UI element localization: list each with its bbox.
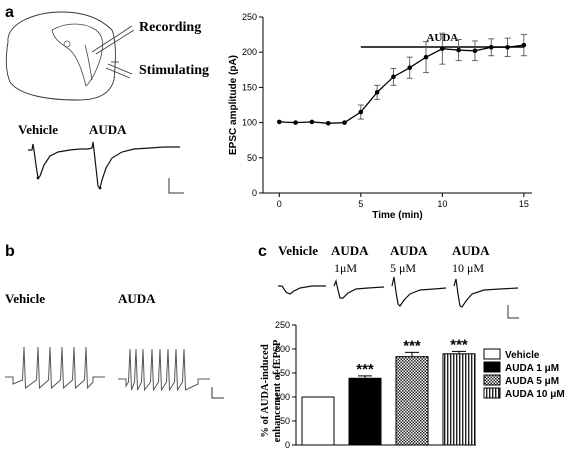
x-tick-label: 15 (519, 199, 529, 209)
bar-y-tick-label: 150 (275, 368, 290, 378)
data-point (521, 42, 527, 48)
bar (395, 356, 429, 446)
data-point (440, 46, 445, 51)
panel-letter-a: a (5, 4, 14, 21)
data-point (374, 90, 380, 95)
legend-swatch (483, 348, 501, 360)
significance-marker: *** (403, 337, 421, 354)
bar-y-axis-label-line2: enhancement of fEPSP (272, 339, 283, 442)
bar (301, 396, 335, 446)
scale-bar-b (211, 387, 224, 399)
spike-train-auda (118, 348, 210, 392)
bar-y-tick-label: 50 (280, 416, 290, 426)
fepsp-trace-a (28, 141, 180, 190)
data-point (358, 109, 364, 115)
y-tick-label: 100 (242, 118, 257, 128)
trace-label-auda10-c: AUDA (452, 243, 490, 258)
bar-y-tick-label: 200 (275, 344, 290, 354)
data-point (309, 119, 315, 125)
panel-letter-b: b (5, 243, 15, 260)
legend-label: AUDA 5 μM (505, 376, 559, 387)
x-tick-label: 10 (437, 199, 447, 209)
epsc-timecourse-chart: 0 50 100 150 200 250 0 5 10 15 Time (min) EPSC ampl… (228, 12, 532, 221)
data-point (423, 54, 429, 60)
y-tick-label: 150 (242, 82, 257, 92)
data-point (391, 74, 396, 80)
data-point (293, 120, 298, 125)
bar-y-axis-label-line1: % of AUDA-induced (260, 344, 271, 438)
fepsp-trace-auda1-c (333, 278, 385, 299)
trace-conc-auda10-c: 10 μM (452, 261, 484, 275)
fepsp-trace-vehicle-c (278, 285, 326, 295)
trace-label-vehicle-c: Vehicle (278, 243, 318, 258)
bar-y-tick-label: 0 (285, 440, 290, 450)
trace-peak-marker (36, 176, 40, 180)
legend-label: AUDA 10 μM (505, 389, 565, 400)
data-point (325, 121, 331, 126)
spike-train-vehicle (5, 346, 105, 390)
data-point (505, 44, 510, 50)
trace-label-auda-b: AUDA (118, 291, 156, 306)
fepsp-trace-auda5-c (391, 276, 447, 307)
data-point (456, 47, 461, 53)
y-axis-label: EPSC amplitude (pA) (228, 55, 239, 155)
legend-label: Vehicle (505, 350, 540, 361)
series-line (279, 44, 524, 124)
trace-label-auda5-c: AUDA (390, 243, 428, 258)
legend-label: AUDA 1 μM (505, 363, 559, 374)
trace-label-auda-a: AUDA (89, 122, 127, 137)
data-point (407, 65, 413, 70)
enhancement-bar-chart: 0 50 100 150 200 250 % of AUDA-induced enhancem… (260, 320, 565, 450)
bar-y-tick-label: 250 (275, 320, 290, 330)
scale-bar-a (168, 178, 184, 194)
trace-label-vehicle-a: Vehicle (18, 122, 58, 137)
legend-swatch (483, 374, 501, 386)
legend-swatch (483, 361, 501, 373)
stimulating-label: Stimulating (139, 63, 209, 78)
stimulating-electrode (105, 61, 133, 79)
brain-slice-schematic (5, 11, 116, 101)
x-tick-label: 5 (358, 199, 363, 209)
significance-marker: *** (450, 336, 468, 353)
bar (442, 353, 476, 446)
y-tick-label: 200 (242, 47, 257, 57)
recording-electrode (91, 25, 135, 55)
y-tick-label: 50 (247, 153, 257, 163)
fepsp-trace-auda10-c (453, 278, 519, 308)
x-axis-label: Time (min) (372, 210, 422, 221)
scale-bar-c (507, 305, 519, 319)
trace-conc-auda5-c: 5 μM (390, 261, 416, 275)
panel-letter-c: c (258, 243, 267, 260)
significance-marker: *** (356, 361, 374, 378)
x-tick-label: 0 (277, 199, 282, 209)
y-tick-label: 250 (242, 12, 257, 22)
recording-label: Recording (139, 20, 201, 35)
bar-y-tick-label: 100 (275, 392, 290, 402)
data-point (342, 120, 347, 125)
trace-label-vehicle-b: Vehicle (5, 291, 45, 306)
bar (348, 377, 382, 446)
data-point (472, 48, 478, 54)
legend-swatch (483, 387, 501, 399)
data-point (488, 44, 494, 50)
trace-label-auda1-c: AUDA (331, 243, 369, 258)
trace-peak-marker (98, 186, 102, 190)
y-tick-label: 0 (252, 188, 257, 198)
data-point (277, 119, 282, 125)
trace-conc-auda1-c: 1μM (334, 261, 357, 275)
